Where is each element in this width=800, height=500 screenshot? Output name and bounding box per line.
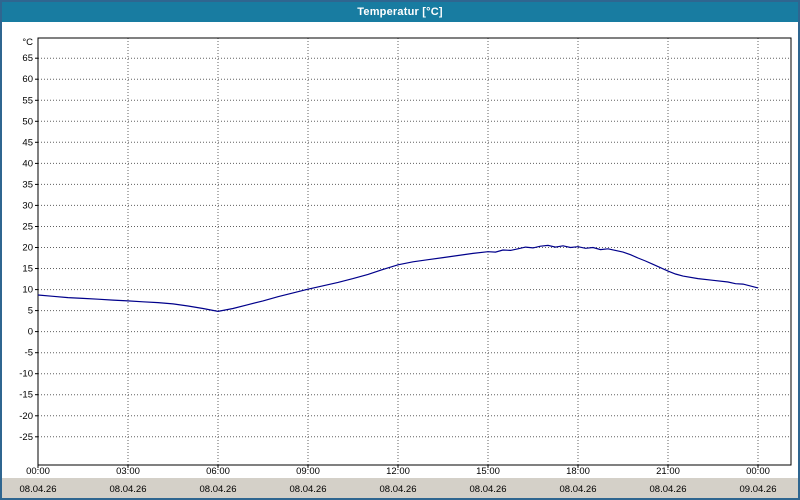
- y-axis-label: -10: [19, 369, 33, 380]
- x-axis-time-label: 00:00: [746, 466, 770, 477]
- x-axis-date-label: 08.04.26: [20, 484, 57, 495]
- y-axis-label: 50: [22, 116, 33, 127]
- y-axis-label: 45: [22, 137, 33, 148]
- temperature-chart: 65605550454035302520151050-5-10-15-20-25…: [2, 37, 798, 498]
- x-axis-time-label: 18:00: [566, 466, 590, 477]
- y-axis-label: 0: [28, 327, 33, 338]
- chart-area: 65 60 55 50 45 40 35 30 25 20 15 10 5 0 -5 -10 -15 -20 -25…: [2, 22, 798, 498]
- y-axis-label: 40: [22, 158, 33, 169]
- x-axis-date-label: 08.04.26: [380, 484, 417, 495]
- date-strip: [2, 478, 798, 498]
- window-title: Temperatur [°C]: [357, 6, 443, 18]
- plot-frame: [37, 37, 792, 466]
- x-axis-date-label: 08.04.26: [560, 484, 597, 495]
- x-axis-time-label: 09:00: [296, 466, 320, 477]
- y-axis-label: 10: [22, 285, 33, 296]
- y-axis-unit: °C: [22, 37, 33, 48]
- y-axis-label: 25: [22, 222, 33, 233]
- y-axis-label: -5: [25, 348, 33, 359]
- y-axis-label: 35: [22, 179, 33, 190]
- x-axis-time-label: 12:00: [386, 466, 410, 477]
- x-axis-time-label: 15:00: [476, 466, 500, 477]
- y-axis-label: 5: [28, 306, 33, 317]
- x-axis-time-label: 06:00: [206, 466, 230, 477]
- x-axis-time-label: 00:00: [26, 466, 50, 477]
- y-axis-label: 65: [22, 53, 33, 64]
- x-axis-date-label: 08.04.26: [650, 484, 687, 495]
- x-axis-time-label: 21:00: [656, 466, 680, 477]
- y-axis-label: 20: [22, 243, 33, 254]
- x-axis-date-label: 09.04.26: [740, 484, 777, 495]
- temperature-line: [37, 244, 759, 313]
- x-axis-date-label: 08.04.26: [290, 484, 327, 495]
- x-axis-time-label: 03:00: [116, 466, 140, 477]
- y-axis-label: 55: [22, 95, 33, 106]
- x-axis-date-label: 08.04.26: [470, 484, 507, 495]
- y-axis-label: 30: [22, 200, 33, 211]
- title-bar: Temperatur [°C]: [2, 2, 798, 22]
- y-axis-label: 15: [22, 264, 33, 275]
- y-axis-label: -25: [19, 432, 33, 443]
- y-axis-label: -20: [19, 411, 33, 422]
- x-axis-date-label: 08.04.26: [110, 484, 147, 495]
- y-axis-label: 60: [22, 74, 33, 85]
- x-axis-date-label: 08.04.26: [200, 484, 237, 495]
- y-axis-label: -15: [19, 390, 33, 401]
